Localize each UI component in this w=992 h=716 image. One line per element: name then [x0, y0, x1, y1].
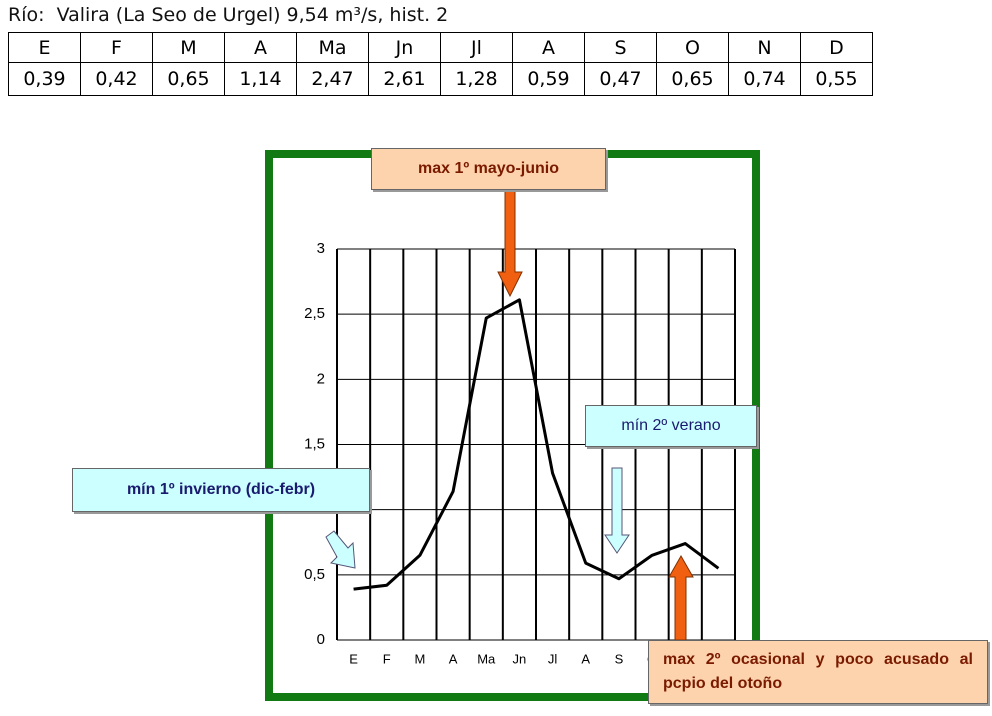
value-cell: 0,74 [728, 62, 801, 96]
value-cell: 0,47 [584, 62, 657, 96]
title: Río: Valira (La Seo de Urgel) 9,54 m³/s,… [8, 4, 449, 26]
x-tick-label: S [615, 651, 624, 666]
x-tick-label: A [449, 651, 458, 666]
header-cell: D [800, 32, 873, 63]
arrow [325, 530, 356, 569]
x-tick-label: Jl [548, 651, 558, 666]
arrow [604, 467, 630, 554]
y-tick-label: 0,5 [304, 566, 325, 583]
y-tick-label: 2,5 [304, 305, 325, 322]
value-cell: 2,47 [296, 62, 369, 96]
x-tick-label: M [414, 651, 425, 666]
value-cell: 0,65 [152, 62, 225, 96]
x-tick-label: A [581, 651, 590, 666]
header-cell: M [152, 32, 225, 63]
value-cell: 0,42 [80, 62, 153, 96]
y-tick-label: 2 [317, 370, 325, 387]
annotation: mín 1º invierno (dic-febr) [72, 468, 370, 512]
arrow [668, 554, 694, 641]
annotation: max 2º ocasional y poco acusado al pcpio… [648, 640, 988, 704]
x-tick-label: F [383, 651, 391, 666]
data-line [353, 298, 720, 591]
annotation: mín 2º verano [585, 405, 757, 447]
value-cell: 0,55 [800, 62, 873, 96]
value-cell: 2,61 [368, 62, 441, 96]
annotation: max 1º mayo-junio [371, 148, 606, 190]
value-cell: 0,39 [8, 62, 81, 96]
x-tick-label: E [349, 651, 358, 666]
header-cell: F [80, 32, 153, 63]
header-cell: S [584, 32, 657, 63]
x-tick-label: Ma [477, 651, 496, 666]
header-cell: O [656, 32, 729, 63]
data-table: E F M A Ma Jn Jl A S O N D 0,39 0,42 0,65 1,14 2,47 2,61 1… [8, 32, 873, 96]
arrow [497, 189, 523, 298]
value-cell: 1,14 [224, 62, 297, 96]
value-cell: 0,65 [656, 62, 729, 96]
y-tick-label: 1,5 [304, 435, 325, 452]
header-cell: A [224, 32, 297, 63]
header-cell: Ma [296, 32, 369, 63]
value-cell: 0,59 [512, 62, 585, 96]
arrows [325, 189, 694, 641]
x-tick-label: Jn [513, 651, 527, 666]
y-tick-label: 3 [317, 240, 325, 257]
header-cell: A [512, 32, 585, 63]
y-tick-label: 0 [317, 631, 325, 648]
